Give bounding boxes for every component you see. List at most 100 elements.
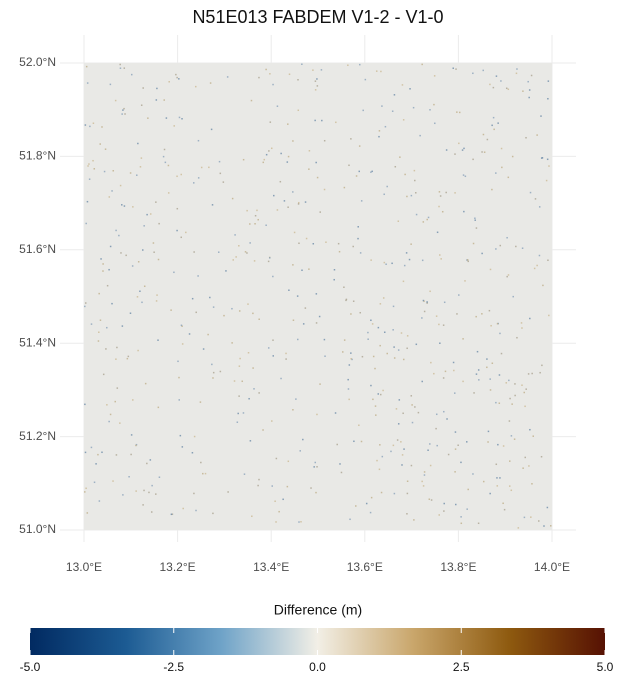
speckle [110, 414, 112, 416]
speckle [179, 117, 181, 119]
speckle [298, 110, 300, 112]
speckle [245, 251, 247, 253]
speckle [506, 276, 508, 278]
speckle [399, 156, 401, 158]
speckle [455, 68, 457, 70]
speckle [501, 167, 503, 169]
speckle [439, 191, 441, 193]
speckle [481, 151, 483, 153]
speckle [132, 399, 134, 401]
speckle [178, 78, 180, 80]
speckle [148, 492, 150, 494]
speckle [522, 90, 524, 92]
speckle [235, 256, 237, 258]
speckle [85, 488, 87, 490]
speckle [454, 392, 456, 394]
speckle [95, 463, 97, 465]
speckle [547, 260, 549, 262]
speckle [472, 73, 474, 75]
speckle [194, 436, 196, 438]
speckle [223, 315, 225, 317]
map-title: N51E013 FABDEM V1-2 - V1-0 [192, 7, 443, 27]
speckle [439, 254, 441, 256]
speckle [219, 161, 221, 163]
speckle [495, 248, 497, 250]
speckle [499, 333, 501, 335]
speckle [299, 450, 301, 452]
speckle [403, 448, 405, 450]
speckle [366, 503, 368, 505]
speckle [411, 395, 413, 397]
speckle [325, 241, 327, 243]
speckle [251, 100, 253, 102]
speckle [381, 105, 383, 107]
speckle [103, 374, 105, 376]
speckle [242, 381, 244, 383]
speckle [430, 362, 432, 364]
speckle [268, 150, 270, 152]
speckle [463, 174, 465, 176]
speckle [211, 364, 213, 366]
speckle [151, 511, 153, 513]
speckle [529, 318, 531, 320]
speckle [379, 444, 381, 446]
speckle [483, 134, 485, 136]
speckle [431, 499, 433, 501]
speckle [223, 181, 225, 183]
speckle [276, 458, 278, 460]
speckle [343, 286, 345, 288]
speckle [539, 372, 541, 374]
speckle [530, 516, 532, 518]
speckle [440, 195, 442, 197]
speckle [398, 349, 400, 351]
speckle [132, 265, 134, 267]
speckle [413, 519, 415, 521]
speckle [462, 338, 464, 340]
speckle [350, 313, 352, 315]
speckle [496, 464, 498, 466]
speckle [493, 129, 495, 131]
speckle [153, 251, 155, 253]
speckle [231, 342, 233, 344]
speckle [107, 285, 109, 287]
speckle [476, 227, 478, 229]
speckle [414, 170, 416, 172]
speckle [110, 246, 112, 248]
raster [84, 63, 552, 530]
speckle [232, 259, 234, 261]
x-tick-label: 13.6°E [347, 560, 383, 574]
speckle [413, 107, 415, 109]
speckle [335, 412, 337, 414]
speckle [252, 367, 254, 369]
speckle [350, 138, 352, 140]
speckle [200, 401, 202, 403]
speckle [458, 143, 460, 145]
speckle [411, 404, 413, 406]
speckle [125, 255, 127, 257]
speckle [489, 84, 491, 86]
speckle [379, 130, 381, 132]
speckle [195, 510, 197, 512]
speckle [314, 120, 316, 122]
speckle [402, 454, 404, 456]
speckle [403, 359, 405, 361]
speckle [193, 493, 195, 495]
speckle [442, 211, 444, 213]
speckle [98, 340, 100, 342]
speckle [306, 238, 308, 240]
speckle [85, 452, 87, 454]
speckle [362, 356, 364, 358]
speckle [375, 414, 377, 416]
speckle [98, 331, 100, 333]
speckle [124, 67, 126, 69]
speckle [512, 296, 514, 298]
speckle [292, 409, 294, 411]
speckle [421, 64, 423, 66]
speckle [143, 225, 145, 227]
speckle [466, 508, 468, 510]
speckle [463, 211, 465, 213]
speckle [139, 291, 141, 293]
speckle [446, 149, 448, 151]
speckle [101, 452, 103, 454]
speckle [475, 316, 477, 318]
